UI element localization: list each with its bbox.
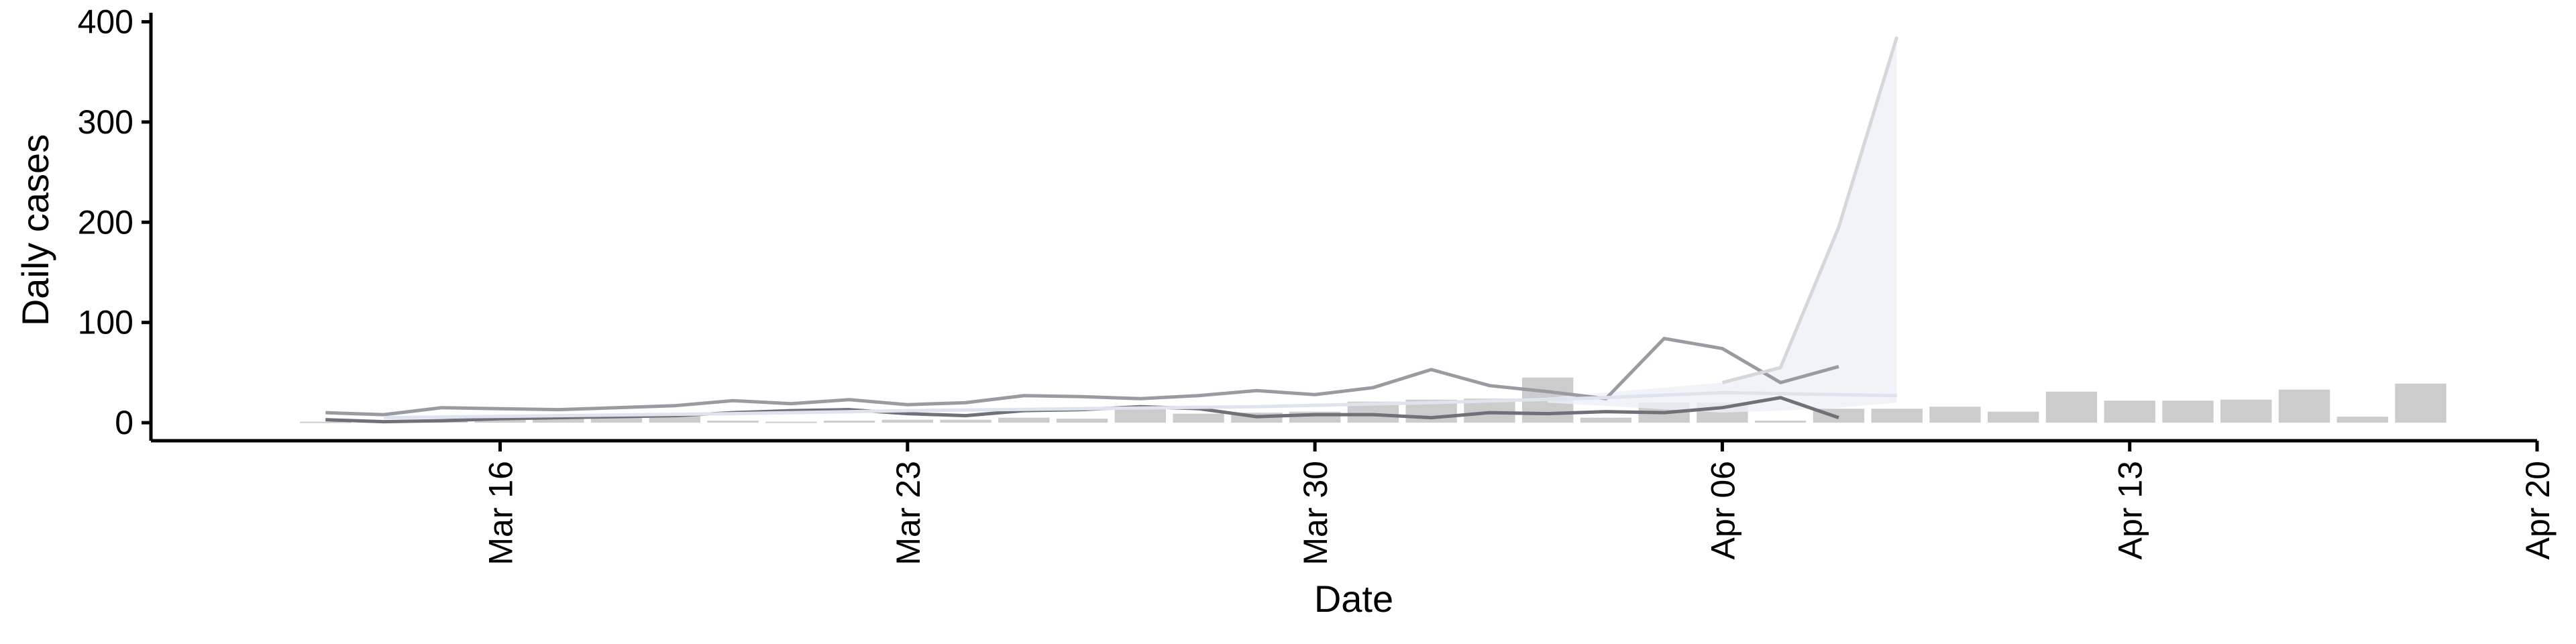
projection-ribbon	[1548, 36, 1897, 413]
bar	[1871, 409, 1923, 423]
bar	[2220, 399, 2272, 423]
plot-area	[300, 36, 2447, 424]
bar	[1580, 417, 1632, 423]
bar	[2045, 391, 2098, 423]
bar	[707, 421, 759, 423]
y-tick-label: 400	[78, 3, 133, 40]
bar	[881, 419, 934, 423]
bar	[1056, 419, 1108, 423]
y-tick-label: 0	[115, 404, 133, 441]
x-tick-label: Apr 20	[2519, 461, 2557, 559]
y-tick-label: 200	[78, 203, 133, 241]
y-axis-ticks: 0 100 200 300 400	[78, 3, 151, 441]
x-tick-label: Mar 16	[482, 461, 520, 566]
x-tick-label: Apr 13	[2112, 461, 2149, 559]
series-line-4	[1721, 36, 1899, 384]
bar	[765, 421, 817, 423]
x-axis-label: Date	[1314, 578, 1393, 620]
bar	[300, 421, 352, 423]
bar	[2395, 383, 2447, 423]
x-tick-label: Mar 30	[1297, 461, 1334, 566]
x-tick-label: Mar 23	[890, 461, 927, 566]
bar	[1988, 411, 2039, 423]
bar	[649, 415, 700, 423]
bar	[1929, 407, 1981, 423]
bar	[2162, 400, 2214, 423]
y-tick-label: 300	[78, 103, 133, 141]
bar	[1114, 409, 1167, 423]
bar	[998, 417, 1050, 423]
bar	[940, 419, 991, 423]
y-axis-label: Daily cases	[14, 134, 56, 326]
x-axis-ticks: Mar 16 Mar 23 Mar 30 Apr 06 Apr 13 Apr 20	[482, 441, 2557, 566]
bar	[2104, 400, 2155, 423]
bar	[533, 417, 584, 423]
bar	[823, 421, 875, 423]
series-line-1	[325, 337, 1839, 417]
bar	[1173, 413, 1224, 423]
bar	[590, 417, 643, 423]
series-line-3	[383, 390, 1897, 420]
x-tick-label: Apr 06	[1704, 461, 1741, 559]
bar	[1754, 421, 1807, 423]
bar	[2337, 417, 2388, 423]
bar	[474, 419, 526, 423]
bar	[2278, 389, 2330, 423]
y-tick-label: 100	[78, 304, 133, 341]
